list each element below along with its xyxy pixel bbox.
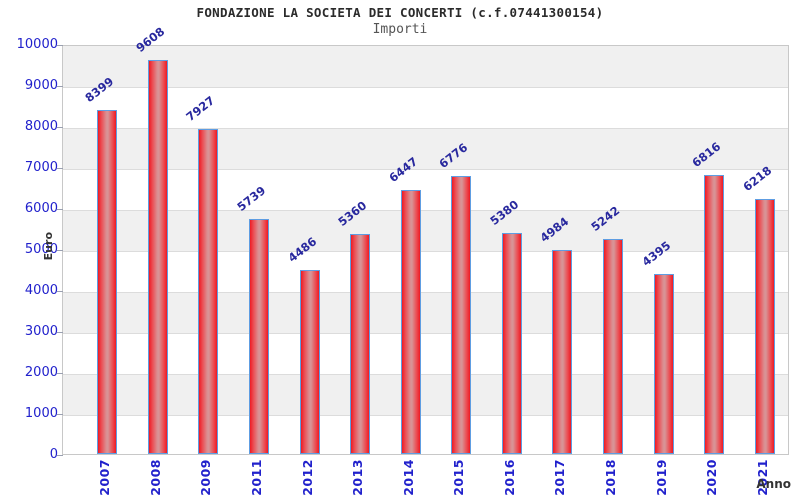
- chart-subtitle: Importi: [372, 22, 428, 37]
- bar: [249, 219, 269, 454]
- gridline: [63, 251, 788, 252]
- bar: [400, 190, 421, 454]
- bar-value-label: 6776: [436, 140, 471, 171]
- y-tick-mark: [57, 250, 63, 251]
- bar-value-label: 7927: [183, 93, 218, 124]
- bar-value-label: 5360: [335, 198, 370, 229]
- y-tick-label: 9000: [24, 78, 58, 93]
- y-tick-mark: [57, 45, 63, 46]
- bar: [653, 274, 674, 454]
- bar: [603, 239, 623, 454]
- x-axis-title: Anno: [756, 477, 791, 491]
- gridline: [63, 374, 788, 375]
- bar: [552, 250, 573, 454]
- y-tick-label: 4000: [24, 283, 58, 298]
- y-tick-mark: [57, 455, 63, 456]
- x-tick-label: 2019: [653, 459, 669, 496]
- y-tick-label: 2000: [24, 365, 58, 380]
- x-tick-label: 2018: [603, 459, 618, 496]
- bar-value-label: 4395: [638, 238, 673, 269]
- bar: [501, 233, 522, 454]
- bar: [704, 175, 725, 454]
- bar-value-label: 6816: [689, 139, 724, 170]
- x-tick-label: 2017: [552, 459, 568, 496]
- gridline: [63, 169, 788, 170]
- bar: [147, 60, 168, 454]
- x-tick-label: 2016: [501, 459, 517, 496]
- x-tick-label: 2020: [704, 459, 720, 496]
- gridline: [63, 87, 788, 88]
- x-tick-label: 2014: [400, 459, 416, 496]
- x-tick-label: 2007: [97, 459, 113, 496]
- y-tick-mark: [57, 209, 63, 210]
- y-tick-mark: [57, 373, 63, 374]
- y-tick-label: 8000: [24, 119, 58, 134]
- x-tick-label: 2008: [147, 459, 163, 496]
- bar-value-label: 4984: [537, 214, 572, 245]
- bar-value-label: 6218: [740, 163, 774, 194]
- bar-value-label: 5380: [487, 197, 522, 228]
- gridline: [63, 128, 788, 129]
- chart-title: FONDAZIONE LA SOCIETA DEI CONCERTI (c.f.…: [196, 5, 604, 20]
- bar-value-label: 4486: [284, 234, 319, 265]
- y-tick-label: 3000: [24, 324, 58, 339]
- bar-value-label: 5242: [588, 203, 623, 234]
- gridline: [63, 333, 788, 334]
- x-tick-label: 2012: [299, 459, 315, 496]
- y-tick-label: 1000: [24, 406, 58, 421]
- y-tick-mark: [57, 86, 63, 87]
- y-tick-mark: [57, 414, 63, 415]
- plot-area: 8399 9608 7927 5739 4486 5360 6447 6776 5380 4984…: [62, 24, 789, 455]
- bar: [299, 270, 320, 454]
- y-tick-mark: [57, 168, 63, 169]
- x-tick-label: 2015: [451, 459, 467, 496]
- gridline: [63, 415, 788, 416]
- x-tick-label: 2011: [249, 459, 264, 496]
- y-tick-label: 10000: [16, 37, 58, 52]
- bar: [451, 176, 472, 454]
- bar: [97, 110, 118, 454]
- y-tick-mark: [57, 332, 63, 333]
- y-tick-label: 7000: [24, 160, 58, 175]
- y-tick-mark: [57, 127, 63, 128]
- x-tick-label: 2009: [198, 459, 214, 496]
- bar-value-label: 8399: [82, 74, 117, 105]
- y-tick-label: 6000: [24, 201, 58, 216]
- bar: [754, 199, 775, 454]
- x-tick-label: 2013: [350, 459, 366, 496]
- gridline: [63, 210, 788, 211]
- y-tick-label: 5000: [24, 242, 58, 257]
- bar: [198, 129, 219, 454]
- gridline: [63, 292, 788, 293]
- y-tick-label: 0: [49, 447, 58, 462]
- y-tick-mark: [57, 291, 63, 292]
- y-axis-title: Euro: [42, 232, 55, 261]
- bar: [350, 234, 371, 454]
